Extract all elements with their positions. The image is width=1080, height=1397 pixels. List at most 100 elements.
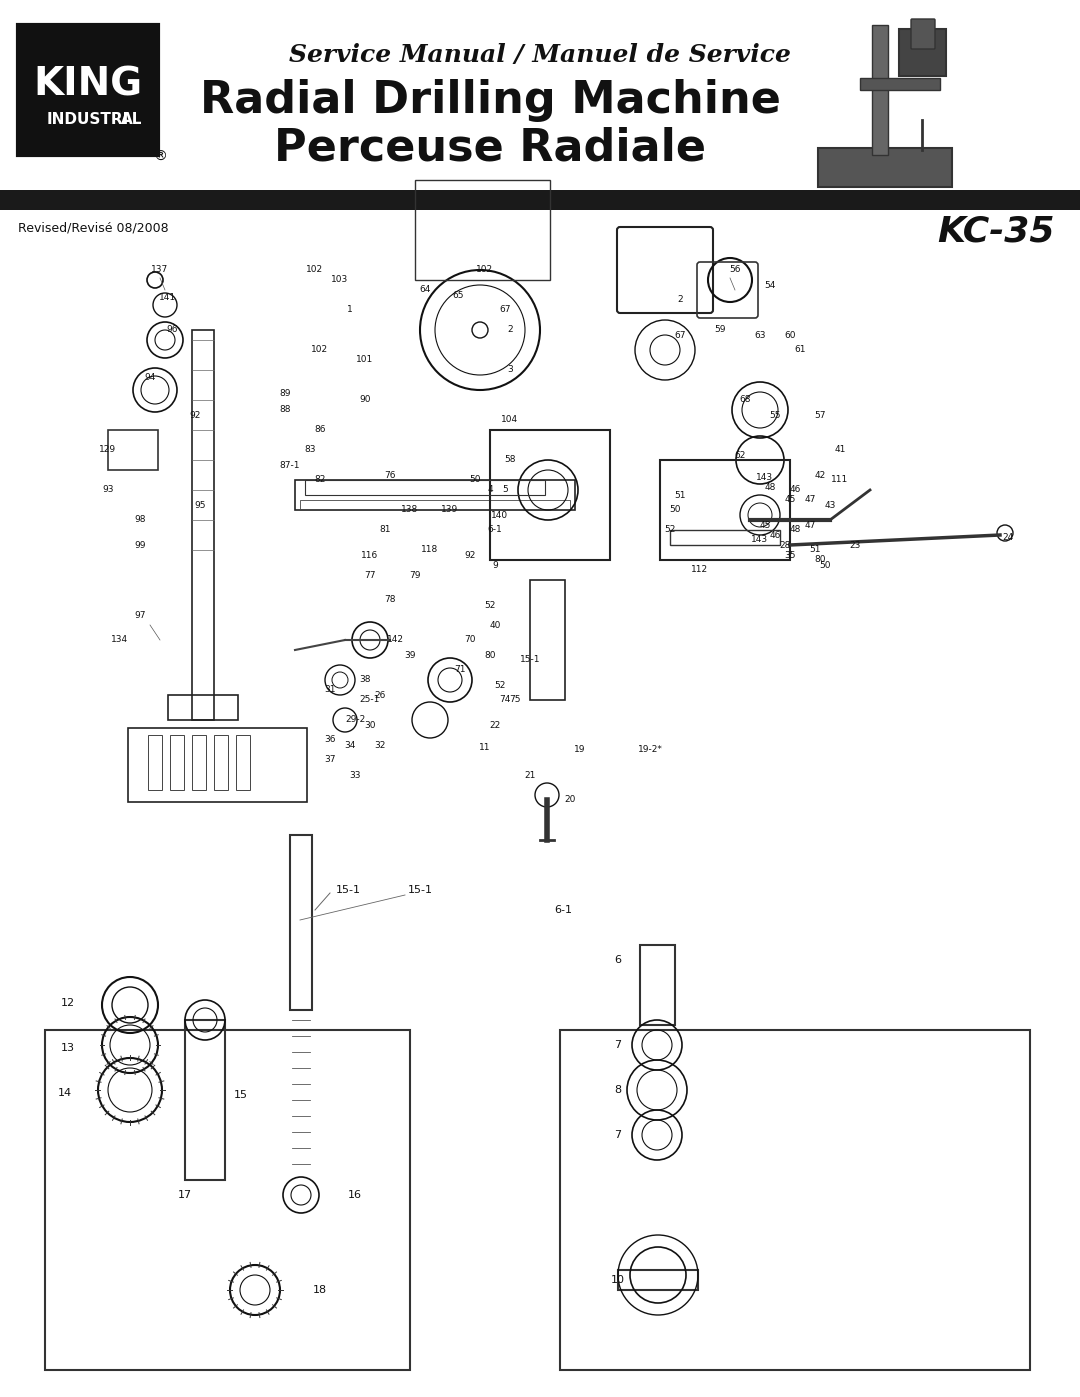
Text: 24: 24 bbox=[1002, 534, 1014, 542]
Text: 17: 17 bbox=[178, 1190, 192, 1200]
Text: 37: 37 bbox=[324, 756, 336, 764]
Text: 97: 97 bbox=[134, 610, 146, 619]
Bar bbox=[0, 194, 1080, 203]
Text: 16: 16 bbox=[348, 1190, 362, 1200]
Text: 25-1: 25-1 bbox=[360, 696, 380, 704]
Text: Revised/Revisé 08/2008: Revised/Revisé 08/2008 bbox=[18, 222, 168, 235]
Text: 93: 93 bbox=[103, 486, 113, 495]
Text: 87-1: 87-1 bbox=[280, 461, 300, 469]
Text: 40: 40 bbox=[489, 620, 501, 630]
Bar bbox=[660, 460, 789, 560]
Text: 41: 41 bbox=[835, 446, 846, 454]
Text: 60: 60 bbox=[784, 331, 796, 339]
Text: 45: 45 bbox=[784, 496, 796, 504]
Text: 54: 54 bbox=[765, 281, 775, 289]
Text: Perceuse Radiale: Perceuse Radiale bbox=[274, 127, 706, 169]
Text: 77: 77 bbox=[364, 570, 376, 580]
Text: 45: 45 bbox=[759, 521, 771, 529]
Bar bbox=[305, 481, 545, 495]
Text: 47: 47 bbox=[805, 496, 815, 504]
Text: 19: 19 bbox=[575, 746, 585, 754]
Text: 92: 92 bbox=[464, 550, 475, 560]
Text: 6-1: 6-1 bbox=[554, 905, 572, 915]
Bar bbox=[148, 735, 162, 789]
Text: 67: 67 bbox=[674, 331, 686, 339]
Text: 22: 22 bbox=[489, 721, 501, 729]
Text: 61: 61 bbox=[794, 345, 806, 355]
Text: 20: 20 bbox=[565, 795, 576, 805]
Text: 50: 50 bbox=[820, 560, 831, 570]
Text: 15-1: 15-1 bbox=[407, 886, 432, 895]
Text: INDUSTRI: INDUSTRI bbox=[46, 113, 130, 127]
Text: 47: 47 bbox=[805, 521, 815, 529]
Text: 143: 143 bbox=[752, 535, 769, 545]
Text: 80: 80 bbox=[814, 556, 826, 564]
Text: 36: 36 bbox=[324, 735, 336, 745]
Text: KING: KING bbox=[33, 66, 143, 103]
Text: 141: 141 bbox=[160, 292, 176, 302]
Text: 6: 6 bbox=[615, 956, 621, 965]
Text: 12: 12 bbox=[60, 997, 76, 1009]
Text: 51: 51 bbox=[674, 490, 686, 500]
Text: 75: 75 bbox=[510, 696, 521, 704]
Text: 21: 21 bbox=[524, 771, 536, 780]
Bar bbox=[170, 735, 184, 789]
Text: 31: 31 bbox=[324, 686, 336, 694]
Text: 57: 57 bbox=[814, 411, 826, 419]
Text: 89: 89 bbox=[280, 388, 291, 398]
Bar bbox=[295, 481, 575, 510]
Text: 46: 46 bbox=[769, 531, 781, 539]
Text: 55: 55 bbox=[769, 411, 781, 419]
Text: 52: 52 bbox=[664, 525, 676, 535]
Text: 42: 42 bbox=[814, 471, 825, 479]
Text: 92: 92 bbox=[189, 411, 201, 419]
Text: 94: 94 bbox=[145, 373, 156, 383]
Text: 18: 18 bbox=[313, 1285, 327, 1295]
Text: 70: 70 bbox=[464, 636, 476, 644]
Text: 65: 65 bbox=[453, 291, 463, 299]
Text: 38: 38 bbox=[360, 676, 370, 685]
Text: 137: 137 bbox=[151, 265, 168, 274]
Text: 81: 81 bbox=[379, 525, 391, 535]
Text: 139: 139 bbox=[442, 506, 459, 514]
FancyBboxPatch shape bbox=[912, 20, 935, 49]
Bar bbox=[415, 180, 550, 279]
Text: 48: 48 bbox=[765, 483, 775, 493]
FancyBboxPatch shape bbox=[18, 25, 158, 155]
Text: 80: 80 bbox=[484, 651, 496, 659]
Text: 59: 59 bbox=[714, 326, 726, 334]
Text: 103: 103 bbox=[332, 275, 349, 285]
Text: 46: 46 bbox=[789, 486, 800, 495]
FancyBboxPatch shape bbox=[818, 148, 951, 187]
Text: 134: 134 bbox=[111, 636, 129, 644]
Text: 76: 76 bbox=[384, 471, 395, 479]
Bar bbox=[214, 735, 228, 789]
Text: 51: 51 bbox=[809, 545, 821, 555]
Text: 140: 140 bbox=[491, 510, 509, 520]
Text: 129: 129 bbox=[99, 446, 117, 454]
Text: 10: 10 bbox=[611, 1275, 625, 1285]
Text: 52: 52 bbox=[495, 680, 505, 690]
Text: 48: 48 bbox=[789, 525, 800, 535]
Text: 7: 7 bbox=[615, 1130, 622, 1140]
Text: 95: 95 bbox=[194, 500, 206, 510]
Bar bbox=[490, 430, 610, 560]
Text: 34: 34 bbox=[345, 740, 355, 750]
Bar bbox=[618, 1270, 698, 1289]
Text: 62: 62 bbox=[734, 450, 745, 460]
Text: 116: 116 bbox=[362, 550, 379, 560]
Text: 6-1: 6-1 bbox=[488, 525, 502, 535]
Text: 78: 78 bbox=[384, 595, 395, 605]
Text: AL: AL bbox=[121, 113, 143, 127]
Text: 112: 112 bbox=[691, 566, 708, 574]
Text: 52: 52 bbox=[484, 601, 496, 609]
Text: KC-35: KC-35 bbox=[937, 215, 1055, 249]
Text: 67: 67 bbox=[499, 306, 511, 314]
Bar bbox=[860, 78, 940, 89]
Text: 3: 3 bbox=[508, 366, 513, 374]
Text: 63: 63 bbox=[754, 331, 766, 339]
Bar bbox=[0, 190, 1080, 210]
Text: ®: ® bbox=[153, 149, 167, 163]
Text: 111: 111 bbox=[832, 475, 849, 485]
FancyBboxPatch shape bbox=[899, 29, 946, 75]
